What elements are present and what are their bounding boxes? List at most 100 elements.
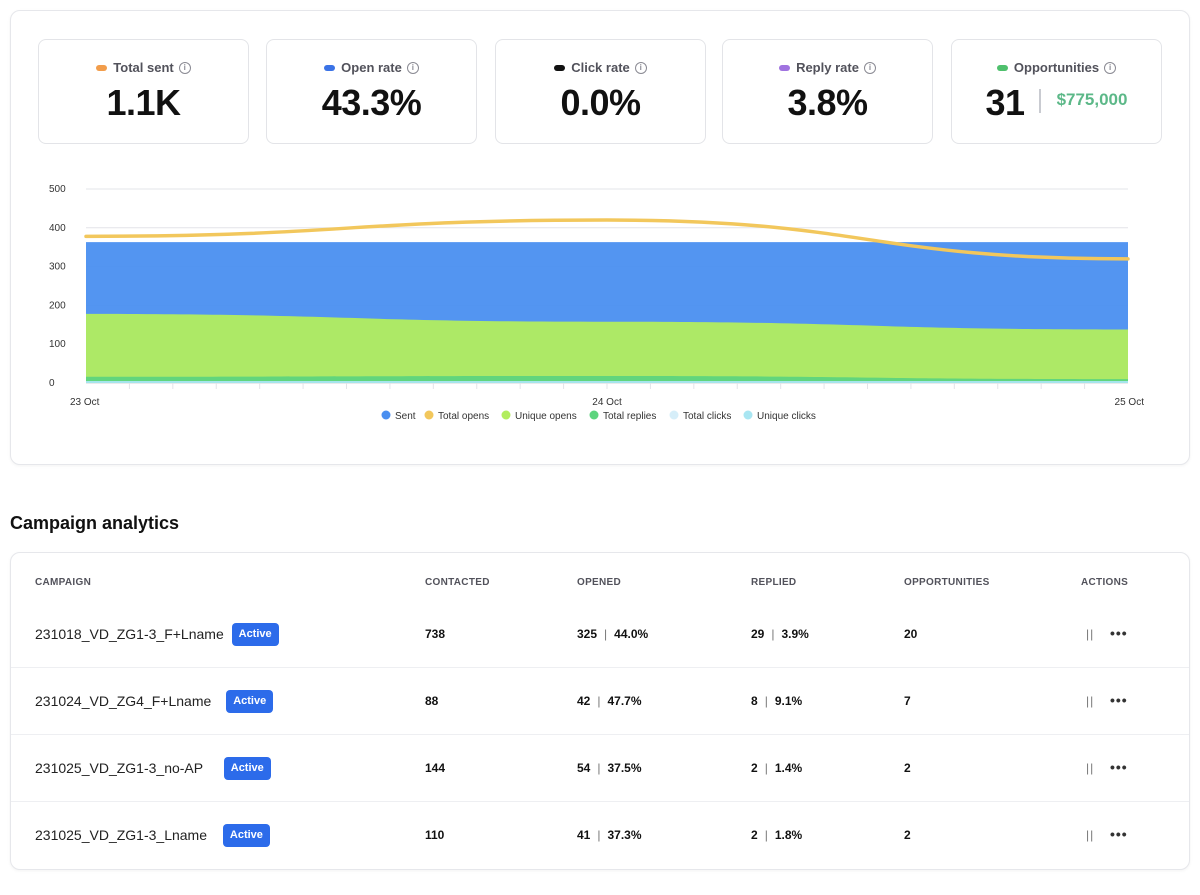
legend-label: Sent: [395, 411, 416, 422]
campaign-name[interactable]: 231025_VD_ZG1-3_no-AP: [35, 760, 203, 776]
x-tick-label: 24 Oct: [592, 397, 622, 408]
opened-percent: 47.7%: [607, 694, 642, 708]
column-header-contacted[interactable]: CONTACTED: [425, 577, 490, 588]
value-separator: |: [597, 761, 601, 775]
replied-count: 2: [751, 828, 758, 842]
status-badge: Active: [226, 689, 274, 713]
replied-count: 2: [751, 761, 758, 775]
unique-clicks-area: [86, 381, 1128, 383]
pause-icon[interactable]: ||: [1086, 694, 1095, 708]
status-badge: Active: [222, 823, 270, 847]
info-icon[interactable]: i: [1104, 61, 1117, 74]
more-options-icon[interactable]: •••: [1110, 759, 1128, 775]
opportunities-value: $775,000: [1056, 90, 1128, 110]
opportunities-legend-pill: [996, 64, 1008, 71]
replied-cell: 2 | 1.4%: [751, 735, 802, 802]
status-badge: Active: [231, 622, 279, 646]
legend-label: Unique clicks: [757, 411, 816, 422]
stat-total-sent: Total sent i 1.1K: [38, 39, 249, 144]
campaign-name[interactable]: 231018_VD_ZG1-3_F+Lname: [35, 626, 224, 642]
legend-swatch: [381, 410, 391, 420]
opened-cell: 325 | 44.0%: [577, 601, 648, 668]
legend-label: Unique opens: [515, 411, 577, 422]
stat-label: Open rate: [341, 60, 402, 75]
campaign-name-cell[interactable]: 231018_VD_ZG1-3_F+Lname Active: [35, 601, 279, 668]
contacted-value: 144: [425, 761, 446, 775]
legend-label: Total replies: [603, 411, 656, 422]
legend-label: Total clicks: [683, 411, 731, 422]
legend-swatch: [589, 410, 599, 420]
opened-percent: 37.5%: [607, 761, 642, 775]
stat-value: 3.8%: [787, 82, 868, 123]
value-separator: |: [764, 828, 768, 842]
y-tick-label: 100: [49, 339, 66, 350]
replied-cell: 29 | 3.9%: [751, 601, 809, 668]
more-options-icon[interactable]: •••: [1110, 692, 1128, 708]
opened-count: 41: [577, 828, 591, 842]
column-header-replied[interactable]: REPLIED: [751, 577, 797, 588]
section-title-campaign-analytics: Campaign analytics: [10, 513, 180, 533]
replied-cell: 8 | 9.1%: [751, 668, 802, 735]
legend-label: Total opens: [438, 411, 489, 422]
opened-cell: 42 | 47.7%: [577, 668, 642, 735]
stat-label: Click rate: [571, 60, 630, 75]
campaign-name-cell[interactable]: 231024_VD_ZG4_F+Lname Active: [35, 668, 274, 735]
y-tick-label: 500: [49, 184, 66, 195]
pause-icon[interactable]: ||: [1086, 627, 1095, 641]
value-separator: |: [604, 627, 608, 641]
campaign-analytics-table: CAMPAIGN CONTACTED OPENED REPLIED OPPORT…: [10, 552, 1190, 870]
pause-icon[interactable]: ||: [1086, 761, 1095, 775]
more-options-icon[interactable]: •••: [1110, 625, 1128, 641]
info-icon[interactable]: i: [178, 61, 191, 74]
column-header-opportunities[interactable]: OPPORTUNITIES: [904, 577, 990, 588]
info-icon[interactable]: i: [406, 61, 419, 74]
stat-value: 43.3%: [321, 82, 422, 123]
campaign-name[interactable]: 231025_VD_ZG1-3_Lname: [35, 827, 208, 843]
value-separator: |: [764, 694, 768, 708]
replied-count: 8: [751, 694, 758, 708]
stat-reply-rate: Reply rate i 3.8%: [722, 39, 933, 144]
column-header-opened[interactable]: OPENED: [577, 577, 622, 588]
table-row[interactable]: 231024_VD_ZG4_F+Lname Active 88 42 | 47.7%…: [11, 668, 1189, 735]
opened-count: 54: [577, 761, 591, 775]
y-tick-label: 0: [49, 378, 55, 389]
campaign-name-cell[interactable]: 231025_VD_ZG1-3_Lname Active: [35, 802, 270, 869]
table-row[interactable]: 231025_VD_ZG1-3_Lname Active 110 41 | 37.3…: [11, 802, 1189, 869]
stat-label: Total sent: [113, 60, 174, 75]
stat-opportunities: Opportunities i 31 $775,000: [951, 39, 1162, 144]
more-options-icon[interactable]: •••: [1110, 826, 1128, 842]
y-tick-label: 200: [49, 300, 66, 311]
table-row[interactable]: 231025_VD_ZG1-3_no-AP Active 144 54 | 37.5…: [11, 735, 1189, 802]
replied-percent: 1.4%: [774, 761, 803, 775]
opened-percent: 37.3%: [607, 828, 642, 842]
opportunities-value: 7: [904, 694, 911, 708]
overview-card: Total sent i 1.1K Open rate i 43.3% Click …: [10, 10, 1190, 465]
status-badge: Active: [223, 756, 271, 780]
table-row[interactable]: 231018_VD_ZG1-3_F+Lname Active 738 325 | 4…: [11, 601, 1189, 668]
contacted-value: 738: [425, 627, 446, 641]
column-header-campaign[interactable]: CAMPAIGN: [35, 577, 92, 588]
replied-percent: 9.1%: [774, 694, 803, 708]
y-tick-label: 400: [49, 223, 66, 234]
pause-icon[interactable]: ||: [1086, 828, 1095, 842]
opened-count: 42: [577, 694, 591, 708]
stat-label: Opportunities: [1013, 60, 1100, 75]
replied-count: 29: [751, 627, 765, 641]
value-separator: |: [771, 627, 775, 641]
legend-swatch: [424, 410, 434, 420]
campaign-name-cell[interactable]: 231025_VD_ZG1-3_no-AP Active: [35, 735, 271, 802]
value-separator: |: [597, 694, 601, 708]
x-tick-label: 25 Oct: [1115, 397, 1145, 408]
replied-cell: 2 | 1.8%: [751, 802, 802, 869]
campaign-name[interactable]: 231024_VD_ZG4_F+Lname: [35, 693, 212, 709]
unique-opens-area: [86, 313, 1128, 383]
info-icon[interactable]: i: [634, 61, 647, 74]
opened-percent: 44.0%: [614, 627, 649, 641]
contacted-value: 110: [425, 828, 445, 842]
info-icon[interactable]: i: [863, 61, 876, 74]
stat-label: Reply rate: [796, 60, 859, 75]
total-sent-legend-pill: [96, 64, 108, 71]
legend-swatch: [743, 410, 753, 420]
y-tick-label: 300: [49, 262, 66, 273]
total-opens-line: [84, 218, 1130, 261]
